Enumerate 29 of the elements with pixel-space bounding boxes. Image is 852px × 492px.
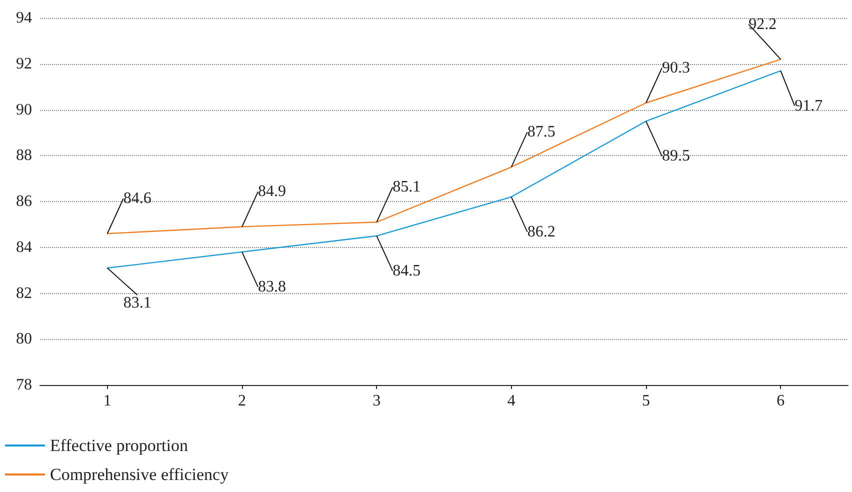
y-tick-label: 78 <box>16 376 32 394</box>
x-tick-label: 5 <box>642 392 650 410</box>
y-tick-label: 94 <box>16 10 32 26</box>
x-tick-label: 3 <box>372 392 381 410</box>
data-label: 84.9 <box>258 183 286 200</box>
x-tick-label: 2 <box>238 392 246 410</box>
data-label: 83.8 <box>258 278 286 296</box>
x-tick-label: 6 <box>776 392 785 410</box>
y-tick-label: 90 <box>16 101 32 118</box>
data-label: 84.6 <box>123 190 152 208</box>
legend-label: Effective proportion <box>50 436 188 455</box>
x-tick-label: 1 <box>103 392 112 410</box>
legend-label: Comprehensive efficiency <box>50 465 230 484</box>
data-label: 87.5 <box>527 124 556 141</box>
data-label: 89.5 <box>662 148 690 165</box>
data-label: 84.5 <box>392 262 421 280</box>
data-label: 91.7 <box>794 97 823 114</box>
y-tick-label: 84 <box>16 238 32 256</box>
y-tick-label: 82 <box>16 284 32 302</box>
data-label: 85.1 <box>392 178 421 196</box>
data-label: 86.2 <box>527 223 556 240</box>
x-tick-label: 4 <box>507 392 516 410</box>
y-tick-label: 88 <box>16 147 32 164</box>
data-label: 92.2 <box>748 16 777 33</box>
y-tick-label: 86 <box>16 193 32 210</box>
y-tick-label: 92 <box>16 55 32 72</box>
data-label: 83.1 <box>123 294 152 312</box>
y-tick-label: 80 <box>16 330 32 348</box>
data-label: 90.3 <box>662 59 690 76</box>
